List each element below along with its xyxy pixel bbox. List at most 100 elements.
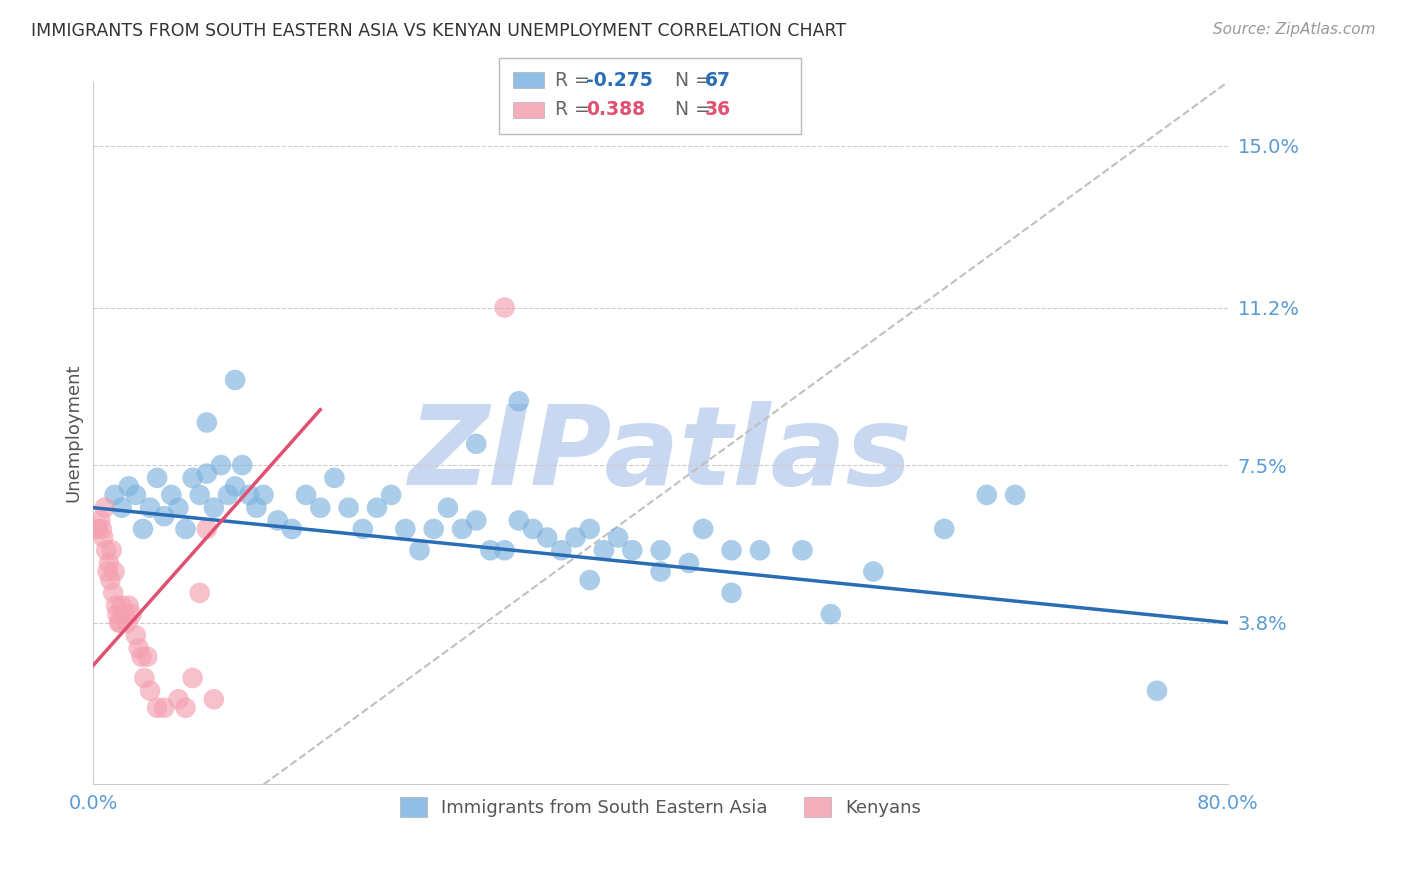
Point bbox=[114, 607, 136, 621]
Point bbox=[465, 437, 488, 451]
Point bbox=[337, 500, 360, 515]
Point bbox=[98, 573, 121, 587]
Point bbox=[89, 513, 111, 527]
Point bbox=[394, 522, 416, 536]
Point bbox=[107, 607, 129, 621]
Point bbox=[125, 488, 148, 502]
Point bbox=[111, 599, 134, 613]
Text: 67: 67 bbox=[704, 70, 730, 90]
Point bbox=[86, 522, 108, 536]
Point bbox=[281, 522, 304, 536]
Y-axis label: Unemployment: Unemployment bbox=[65, 364, 82, 502]
Text: ZIPatlas: ZIPatlas bbox=[409, 401, 912, 508]
Point bbox=[195, 467, 218, 481]
Point bbox=[128, 641, 150, 656]
Point bbox=[650, 543, 672, 558]
Point bbox=[437, 500, 460, 515]
Point bbox=[792, 543, 814, 558]
Point bbox=[118, 599, 141, 613]
Point bbox=[578, 522, 600, 536]
Point bbox=[125, 628, 148, 642]
Point bbox=[202, 692, 225, 706]
Point bbox=[309, 500, 332, 515]
Point bbox=[217, 488, 239, 502]
Point bbox=[117, 615, 139, 630]
Point bbox=[101, 586, 124, 600]
Point bbox=[97, 556, 120, 570]
Point bbox=[1004, 488, 1026, 502]
Point bbox=[380, 488, 402, 502]
Point bbox=[195, 522, 218, 536]
Point bbox=[105, 599, 128, 613]
Text: N =: N = bbox=[657, 100, 717, 120]
Point bbox=[366, 500, 388, 515]
Text: R =: R = bbox=[555, 100, 602, 120]
Point bbox=[231, 458, 253, 472]
Point bbox=[295, 488, 318, 502]
Point bbox=[508, 394, 530, 409]
Point bbox=[650, 565, 672, 579]
Point bbox=[408, 543, 430, 558]
Point bbox=[134, 671, 156, 685]
Point bbox=[108, 615, 131, 630]
Point bbox=[174, 522, 197, 536]
Point bbox=[267, 513, 290, 527]
Point bbox=[121, 607, 143, 621]
Point bbox=[209, 458, 232, 472]
Point bbox=[188, 586, 211, 600]
Point bbox=[174, 700, 197, 714]
Point bbox=[451, 522, 474, 536]
Point bbox=[1146, 683, 1168, 698]
Point bbox=[976, 488, 998, 502]
Point bbox=[104, 488, 127, 502]
Point bbox=[934, 522, 956, 536]
Point bbox=[252, 488, 274, 502]
Text: R =: R = bbox=[555, 70, 596, 90]
Point bbox=[678, 556, 700, 570]
Text: -0.275: -0.275 bbox=[586, 70, 652, 90]
Point bbox=[820, 607, 842, 621]
Point bbox=[494, 543, 516, 558]
Point bbox=[139, 500, 162, 515]
Point bbox=[202, 500, 225, 515]
Point bbox=[104, 565, 127, 579]
Point bbox=[195, 416, 218, 430]
Point bbox=[160, 488, 183, 502]
Point bbox=[522, 522, 544, 536]
Point bbox=[224, 373, 246, 387]
Point bbox=[323, 471, 346, 485]
Point bbox=[720, 586, 742, 600]
Text: IMMIGRANTS FROM SOUTH EASTERN ASIA VS KENYAN UNEMPLOYMENT CORRELATION CHART: IMMIGRANTS FROM SOUTH EASTERN ASIA VS KE… bbox=[31, 22, 846, 40]
Point bbox=[118, 479, 141, 493]
Text: 0.388: 0.388 bbox=[586, 100, 645, 120]
Point bbox=[494, 301, 516, 315]
Point bbox=[578, 573, 600, 587]
Point bbox=[181, 471, 204, 485]
Point bbox=[564, 531, 586, 545]
Point bbox=[110, 615, 132, 630]
Point bbox=[167, 500, 190, 515]
Point bbox=[692, 522, 714, 536]
Text: Source: ZipAtlas.com: Source: ZipAtlas.com bbox=[1212, 22, 1375, 37]
Point bbox=[748, 543, 770, 558]
Point bbox=[100, 543, 122, 558]
Point bbox=[224, 479, 246, 493]
Point bbox=[592, 543, 614, 558]
Point bbox=[352, 522, 374, 536]
Point bbox=[720, 543, 742, 558]
Point bbox=[508, 513, 530, 527]
Point bbox=[146, 700, 169, 714]
Text: 36: 36 bbox=[704, 100, 731, 120]
Point bbox=[153, 700, 176, 714]
Point bbox=[94, 543, 117, 558]
Point bbox=[621, 543, 644, 558]
Point bbox=[550, 543, 572, 558]
Point bbox=[862, 565, 884, 579]
Point bbox=[167, 692, 190, 706]
Point bbox=[146, 471, 169, 485]
Point bbox=[93, 500, 115, 515]
Point bbox=[465, 513, 488, 527]
Point bbox=[245, 500, 267, 515]
Point bbox=[131, 649, 153, 664]
Point bbox=[238, 488, 260, 502]
